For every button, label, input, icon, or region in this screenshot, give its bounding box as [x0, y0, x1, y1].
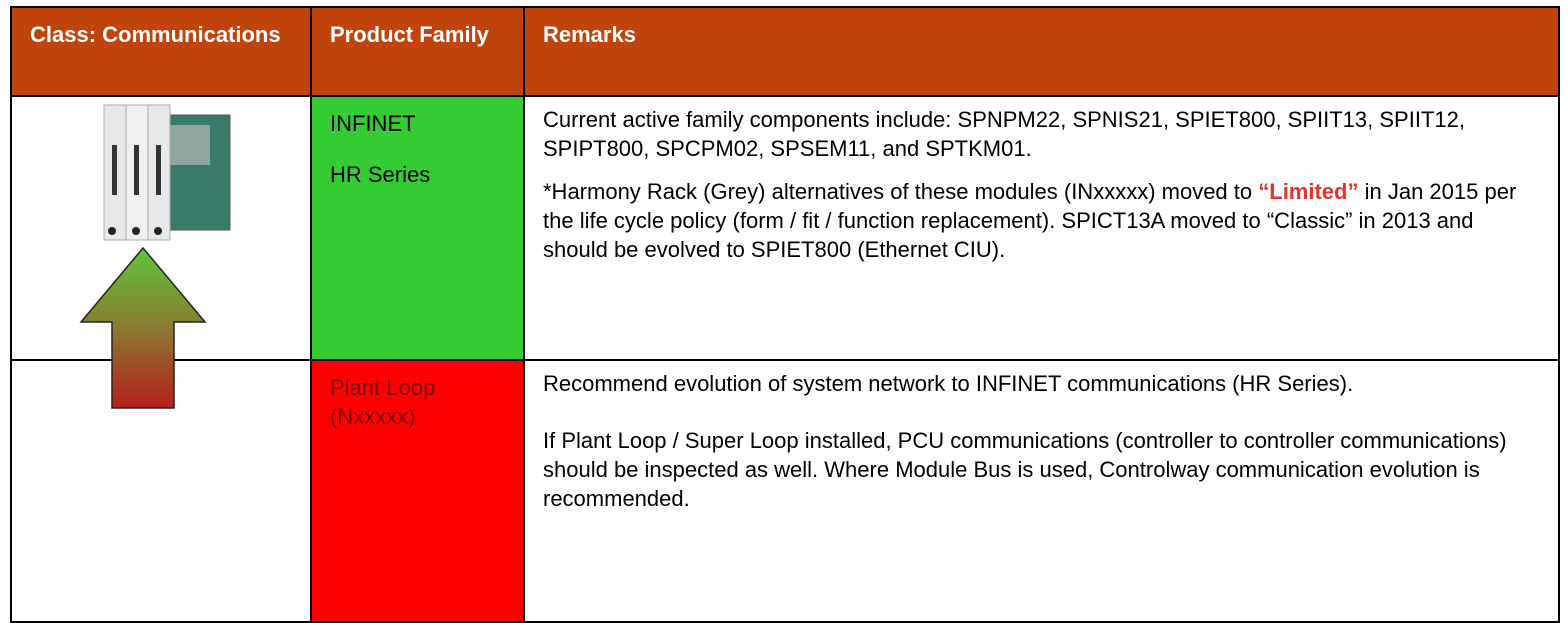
family-text: HR Series	[330, 162, 431, 187]
image-cell	[10, 359, 312, 623]
family-cell: Plant Loop (Nxxxxx)	[310, 359, 525, 623]
family-text: Plant Loop (Nxxxxx)	[330, 375, 436, 429]
family-text: INFINET	[330, 111, 416, 136]
remark-text: in Jan 2015 per the life cycle policy (f…	[543, 179, 1517, 262]
status-highlight: “Limited”	[1258, 179, 1359, 204]
remark: *Harmony Rack (Grey) alternatives of the…	[543, 177, 1540, 264]
remark-text: Current active family components include…	[543, 107, 1465, 161]
header-cell: Product Family	[310, 6, 525, 97]
remark-text: Recommend evolution of system network to…	[543, 371, 1354, 396]
header-cell: Remarks	[523, 6, 1560, 97]
product-table: Class: Communications Product Family Rem…	[10, 6, 1560, 623]
family-cell: INFINET HR Series	[310, 95, 525, 361]
image-cell	[10, 95, 312, 361]
remark-text: If Plant Loop / Super Loop installed, PC…	[543, 428, 1507, 511]
remarks-cell: Current active family components include…	[523, 95, 1560, 361]
remark: Current active family components include…	[543, 105, 1540, 163]
table-row: INFINET HR Series Current active family …	[10, 95, 1560, 361]
header-row: Class: Communications Product Family Rem…	[10, 6, 1560, 97]
remarks-cell: Recommend evolution of system network to…	[523, 359, 1560, 623]
header-cell: Class: Communications	[10, 6, 312, 97]
remark: If Plant Loop / Super Loop installed, PC…	[543, 426, 1540, 513]
remark: Recommend evolution of system network to…	[543, 369, 1540, 398]
table-row: Plant Loop (Nxxxxx) Recommend evolution …	[10, 359, 1560, 623]
page: {"table":{"header":["Class: Communicatio…	[10, 6, 1560, 623]
remark-text: *Harmony Rack (Grey) alternatives of the…	[543, 179, 1259, 204]
